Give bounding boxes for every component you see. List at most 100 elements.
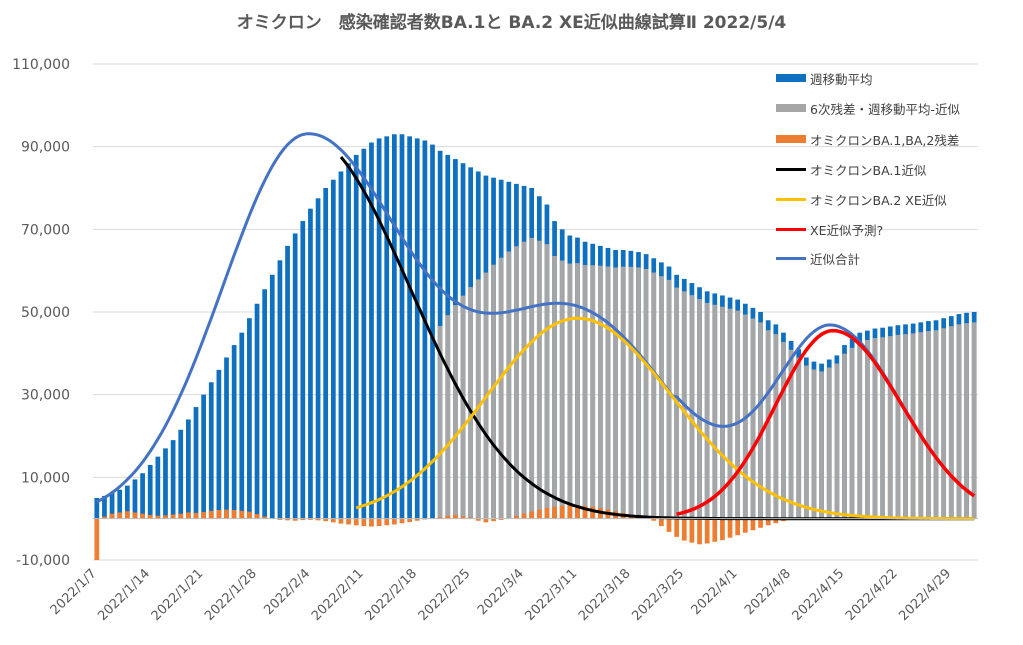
bar-residual6 <box>933 330 939 519</box>
bar-weekly-average <box>269 274 275 519</box>
bar-weekly-average <box>193 407 199 519</box>
bar-omicron-residual <box>582 505 588 519</box>
bar-omicron-residual <box>414 518 420 521</box>
line-xe <box>676 328 976 516</box>
bar-residual6 <box>567 263 573 519</box>
bar-residual6 <box>765 330 771 519</box>
bar-weekly-average <box>399 134 405 519</box>
residual6-bars <box>437 237 977 519</box>
bar-residual6 <box>460 295 466 519</box>
legend-item-omicron-residual: オミクロンBA.1,BA,2残差 <box>776 127 959 151</box>
bar-omicron-residual <box>193 512 199 519</box>
bar-omicron-residual <box>742 518 748 533</box>
bar-weekly-average <box>338 171 344 519</box>
bar-residual6 <box>620 266 626 519</box>
bar-residual6 <box>628 266 634 519</box>
bar-weekly-average <box>155 456 161 519</box>
bar-omicron-residual <box>346 518 351 525</box>
x-tick-label: 2022/4/29 <box>896 566 954 624</box>
bar-residual6 <box>750 318 756 519</box>
x-tick-label: 2022/1/7 <box>48 566 100 618</box>
bar-omicron-residual <box>201 512 206 519</box>
bar-omicron-residual <box>391 518 397 525</box>
bar-residual6 <box>582 264 588 519</box>
bar-omicron-residual <box>94 518 100 560</box>
bar-omicron-residual <box>475 518 481 521</box>
y-tick-label: 30,000 <box>21 388 70 404</box>
legend-item-total: 近似合計 <box>776 246 860 270</box>
bar-omicron-residual <box>315 518 321 521</box>
x-tick-label: 2022/2/18 <box>362 566 420 624</box>
line-total <box>96 132 976 504</box>
bar-omicron-residual <box>323 518 329 522</box>
x-tick-label: 2022/2/4 <box>261 566 313 618</box>
bar-residual6 <box>887 336 893 519</box>
bar-weekly-average <box>391 134 397 519</box>
bar-residual6 <box>453 305 458 519</box>
bar-residual6 <box>590 265 596 519</box>
chart-title: オミクロン 感染確認者数BA.1と BA.2 XE近似曲線試算Ⅱ 2022/5/… <box>236 13 787 33</box>
bar-residual6 <box>735 310 741 519</box>
bar-residual6 <box>842 353 847 519</box>
bar-residual6 <box>544 244 550 519</box>
bar-weekly-average <box>369 142 374 519</box>
bar-weekly-average <box>216 369 222 519</box>
x-tick-label: 2022/4/22 <box>843 566 901 624</box>
bar-omicron-residual <box>483 518 489 523</box>
bar-omicron-residual <box>254 514 260 519</box>
bar-residual6 <box>529 237 535 519</box>
legend-label: 近似合計 <box>810 251 861 267</box>
bar-residual6 <box>826 367 832 519</box>
bar-omicron-residual <box>559 505 565 519</box>
bar-omicron-residual <box>552 506 557 519</box>
bar-omicron-residual <box>727 518 733 538</box>
bar-residual6 <box>803 365 809 519</box>
bar-omicron-residual <box>353 518 359 526</box>
bar-omicron-residual <box>292 518 298 521</box>
bar-omicron-residual <box>529 511 535 519</box>
bar-omicron-residual <box>712 518 718 542</box>
bar-residual6 <box>697 299 702 519</box>
bar-residual6 <box>437 325 443 519</box>
bar-omicron-residual <box>300 518 306 521</box>
bar-omicron-residual <box>407 518 412 522</box>
x-tick-label: 2022/1/28 <box>202 566 260 624</box>
bar-omicron-residual <box>102 516 107 519</box>
bar-residual6 <box>948 326 954 519</box>
bar-weekly-average <box>407 136 412 519</box>
bar-weekly-average <box>239 332 245 519</box>
bar-weekly-average <box>262 289 268 519</box>
legend-item-weekly-average: 週移動平均 <box>776 66 873 90</box>
x-tick-label: 2022/3/18 <box>576 566 634 624</box>
bar-omicron-residual <box>521 513 527 519</box>
bar-omicron-residual <box>178 513 184 519</box>
bar-residual6 <box>971 322 977 519</box>
bar-omicron-residual <box>147 514 153 519</box>
bar-weekly-average <box>201 394 206 519</box>
bar-omicron-residual <box>369 518 374 527</box>
bar-residual6 <box>689 295 695 519</box>
bar-residual6 <box>613 267 618 519</box>
bar-residual6 <box>712 304 718 519</box>
bar-weekly-average <box>422 140 428 519</box>
bar-omicron-residual <box>239 510 245 519</box>
x-tick-label: 2022/3/25 <box>629 566 687 624</box>
legend-swatch-xe <box>776 227 806 231</box>
bar-omicron-residual <box>338 518 344 524</box>
x-tick-label: 2022/1/14 <box>95 566 153 624</box>
x-tick-label: 2022/4/8 <box>742 566 794 618</box>
line-ba1 <box>339 156 975 521</box>
bar-omicron-residual <box>361 518 367 527</box>
bar-residual6 <box>796 357 802 519</box>
bar-weekly-average <box>323 188 329 519</box>
bar-weekly-average <box>384 136 390 519</box>
x-tick-label: 2022/4/15 <box>790 566 848 624</box>
bar-weekly-average <box>330 179 336 519</box>
bar-omicron-residual <box>750 518 756 531</box>
bar-weekly-average <box>140 473 145 519</box>
legend-item-ba2xe: オミクロンBA.2 XE近似 <box>776 187 947 211</box>
legend-label: オミクロンBA.2 XE近似 <box>810 192 947 208</box>
bar-residual6 <box>880 337 885 519</box>
bar-residual6 <box>903 334 908 519</box>
